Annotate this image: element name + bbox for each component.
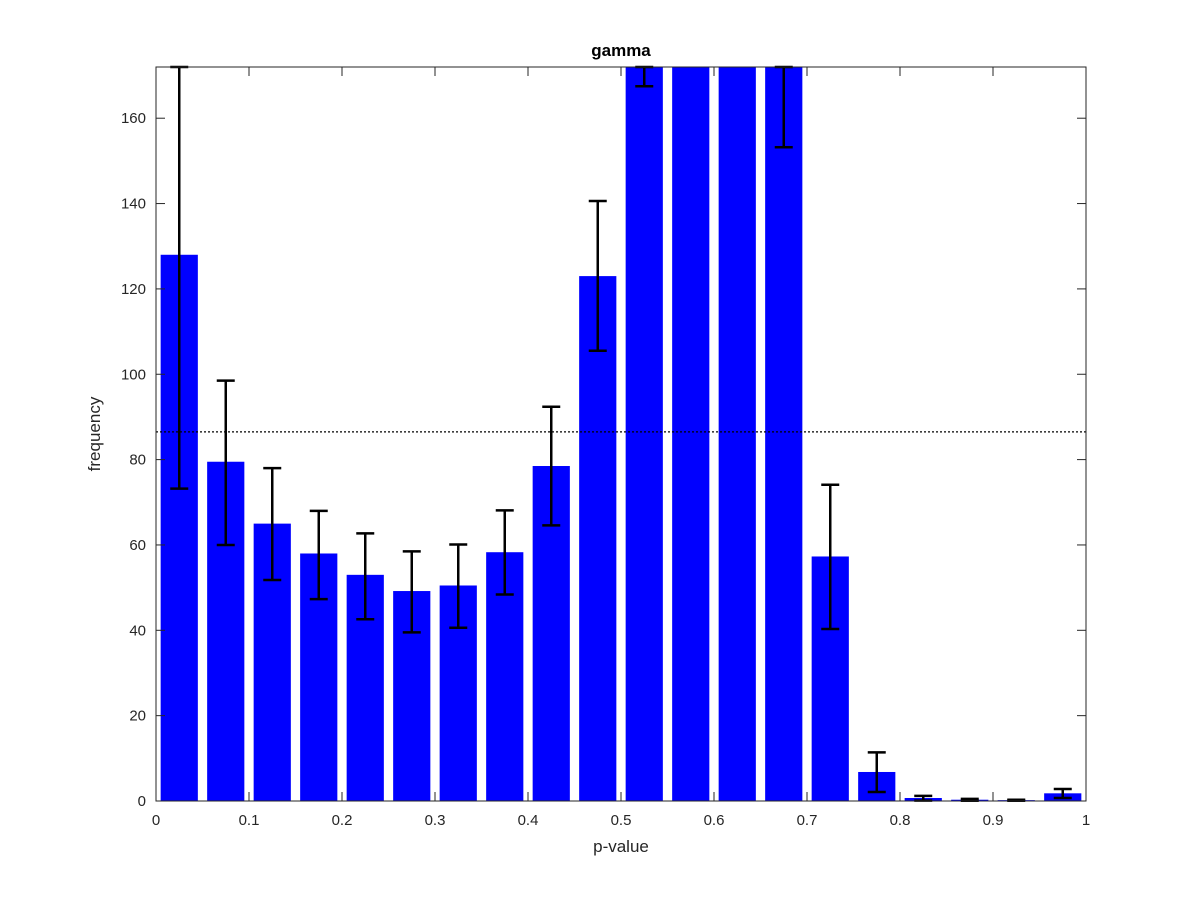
error-bar-4 <box>309 509 328 601</box>
y-tick-label-7: 140 <box>121 196 146 213</box>
x-tick-label-8: 0.8 <box>890 812 911 829</box>
error-bar-5 <box>356 532 375 621</box>
y-tick-label-5: 100 <box>121 366 146 383</box>
x-tick-label-9: 0.9 <box>983 812 1004 829</box>
error-bar-10 <box>588 199 607 353</box>
error-bar-8 <box>495 509 514 596</box>
bar-13 <box>718 67 756 801</box>
error-bar-6 <box>402 550 421 634</box>
error-bar-20 <box>1053 787 1072 800</box>
y-tick-label-6: 120 <box>121 281 146 298</box>
ticks-layer: 0 0.1 0.2 0.3 0.4 0.5 0.6 0.7 0.8 0.9 1 0 20 40 60 80 10… <box>121 67 1090 829</box>
error-bar-18 <box>960 797 979 803</box>
y-tick-label-0: 0 <box>138 793 146 810</box>
x-axis-label: p-value <box>593 837 649 856</box>
y-tick-label-4: 80 <box>129 452 146 469</box>
chart-title: gamma <box>591 41 651 60</box>
y-tick-label-3: 60 <box>129 537 146 554</box>
x-tick-label-1: 0.1 <box>239 812 260 829</box>
bars-layer <box>160 67 1082 802</box>
error-bar-3 <box>263 466 282 582</box>
x-tick-label-7: 0.7 <box>797 812 818 829</box>
error-bar-15 <box>821 483 840 631</box>
x-tick-label-3: 0.3 <box>425 812 446 829</box>
x-tick-label-4: 0.4 <box>518 812 539 829</box>
x-tick-label-2: 0.2 <box>332 812 353 829</box>
bar-14 <box>765 67 803 801</box>
y-tick-label-8: 160 <box>121 110 146 127</box>
error-bar-2 <box>216 379 235 547</box>
bar-11 <box>625 67 663 801</box>
error-bars-layer <box>170 65 1072 803</box>
y-tick-label-1: 20 <box>129 708 146 725</box>
x-tick-label-0: 0 <box>152 812 160 829</box>
error-bar-16 <box>867 751 886 794</box>
bar-12 <box>672 67 710 801</box>
x-tick-label-6: 0.6 <box>704 812 725 829</box>
x-tick-label-10: 1 <box>1082 812 1090 829</box>
error-bar-7 <box>449 543 468 629</box>
error-bar-9 <box>542 405 561 527</box>
x-tick-label-5: 0.5 <box>611 812 632 829</box>
y-tick-label-2: 40 <box>129 622 146 639</box>
y-axis-label: frequency <box>85 396 104 471</box>
plot-area <box>156 67 1086 801</box>
bar-10 <box>579 276 617 802</box>
